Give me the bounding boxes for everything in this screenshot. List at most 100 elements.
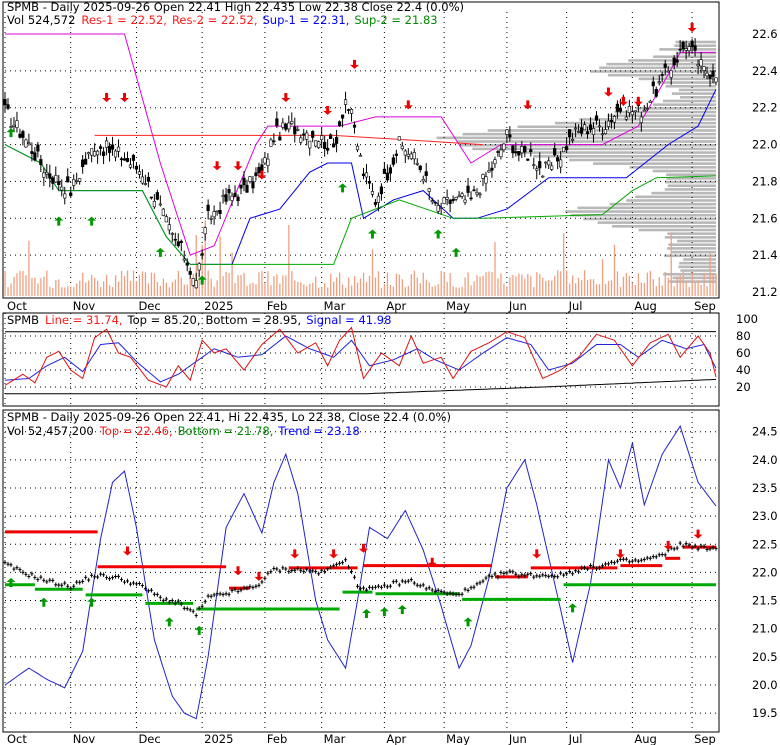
- candle-body: [87, 152, 91, 155]
- candle-body: [412, 152, 416, 160]
- candle-body: [24, 139, 28, 148]
- price-y-tick: 21.8: [752, 174, 778, 188]
- candle-body: [690, 40, 694, 48]
- volume-bar: [22, 270, 24, 296]
- volume-bar: [288, 225, 290, 296]
- volume-bar: [515, 276, 517, 296]
- candle-body: [110, 144, 115, 150]
- candle-body: [9, 126, 13, 128]
- volume-profile-bar: [672, 276, 716, 280]
- volume-bar: [225, 271, 227, 296]
- volume-bar: [61, 287, 63, 296]
- candle-body: [708, 74, 712, 79]
- trend-sell-arrow: [290, 549, 300, 559]
- volume-bar: [380, 287, 383, 296]
- volume-bar: [482, 275, 484, 296]
- trend-buy-arrow: [568, 603, 578, 613]
- candle-body: [684, 48, 688, 51]
- candle-body: [3, 98, 7, 106]
- volume-bar: [440, 270, 442, 296]
- price-header-line2: Vol 524,572 Res-1 = 22.52, Res-2 = 22.52, S…: [7, 13, 438, 27]
- volume-bar: [452, 286, 454, 296]
- candle-body: [591, 128, 596, 135]
- candle-body: [251, 181, 255, 189]
- volume-bar: [374, 277, 377, 296]
- volume-bar: [491, 272, 493, 296]
- candle-body: [535, 168, 539, 171]
- volume-bar: [470, 285, 472, 296]
- volume-bar: [344, 287, 347, 296]
- candle-body: [370, 191, 375, 195]
- volume-bar: [580, 280, 583, 296]
- candle-body: [630, 111, 634, 116]
- volume-bar: [52, 287, 54, 296]
- candle-body: [376, 195, 381, 203]
- candle-body: [585, 131, 590, 135]
- candle-body: [254, 172, 258, 177]
- trend-bottom-label: Bottom = 21.78,: [178, 424, 274, 438]
- candle-body: [30, 151, 34, 154]
- trend-panel-frame: [2, 409, 720, 733]
- candle-body: [39, 159, 43, 166]
- volume-bar: [404, 287, 407, 296]
- volume-bar: [58, 279, 60, 296]
- candle-body: [317, 141, 321, 148]
- volume-bar: [7, 287, 9, 296]
- volume-label: Vol 524,572: [7, 13, 75, 27]
- symbol-label: SPMB: [7, 0, 39, 14]
- volume-profile-bar: [635, 107, 716, 110]
- candle-body: [606, 120, 611, 127]
- sell-arrow: [618, 96, 628, 106]
- sell-arrow: [633, 96, 643, 106]
- volume-profile-bar: [675, 40, 716, 44]
- volume-profile-bar: [653, 55, 716, 59]
- candle-body: [90, 148, 94, 156]
- candle-body: [505, 129, 509, 135]
- price-x-tick: Nov: [73, 299, 96, 313]
- volume-bar: [500, 273, 502, 296]
- volume-bar: [583, 270, 586, 296]
- stochastic-panel: 100 80 60 40 20 SPMB Line = 31.74, Top = 85.20…: [2, 312, 758, 407]
- candle-body: [275, 118, 279, 127]
- candle-body: [421, 179, 425, 182]
- volume-bar: [679, 275, 681, 296]
- candle-body: [340, 114, 345, 119]
- volume-bar: [685, 281, 687, 296]
- sell-arrow: [350, 59, 360, 69]
- volume-bar: [371, 249, 374, 296]
- volume-profile-bar: [607, 114, 716, 118]
- volume-bar: [216, 280, 218, 296]
- volume-bar: [315, 276, 317, 296]
- volume-profile-bar: [666, 173, 716, 176]
- candle-body: [93, 151, 97, 157]
- sell-arrow: [102, 93, 112, 103]
- candle-body: [155, 192, 159, 200]
- volume-bar: [347, 277, 350, 296]
- volume-profile-bar: [565, 210, 716, 213]
- candle-body: [562, 147, 566, 153]
- price-grid: [4, 12, 716, 296]
- candle-body: [388, 167, 392, 174]
- volume-profile: [436, 40, 716, 283]
- candle-body: [75, 180, 79, 182]
- volume-bar: [631, 282, 634, 296]
- candle-body: [131, 154, 136, 161]
- volume-bar: [539, 274, 541, 296]
- price-x-tick: May: [446, 299, 470, 313]
- stochastic-top-label: Top = 85.20,: [127, 313, 201, 327]
- candle-body: [101, 151, 106, 156]
- trend-sell-arrow: [358, 543, 368, 553]
- volume-bar: [518, 273, 520, 296]
- volume-bars: [4, 220, 717, 296]
- volume-bar: [258, 272, 260, 296]
- price-x-tick: Sep: [694, 299, 716, 313]
- sell-arrow: [523, 100, 533, 110]
- volume-bar: [497, 278, 499, 296]
- volume-bar: [168, 287, 171, 296]
- volume-bar: [94, 277, 96, 296]
- candle-body: [173, 238, 177, 241]
- trend-signal-arrows: [6, 529, 703, 635]
- volume-bar: [658, 277, 660, 296]
- volume-bar: [572, 275, 574, 296]
- volume-bar: [207, 270, 209, 296]
